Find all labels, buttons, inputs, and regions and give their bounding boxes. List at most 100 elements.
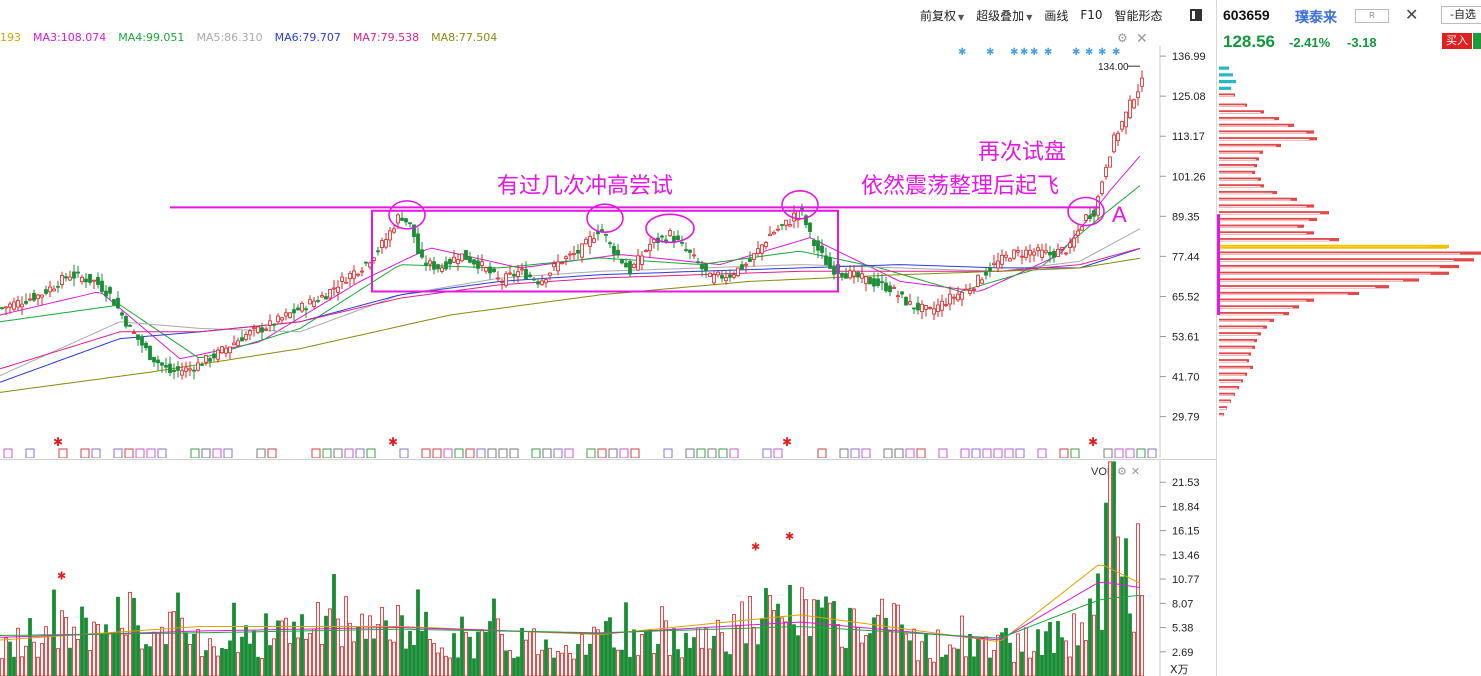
volume-bar [680, 657, 684, 676]
sell-button[interactable] [1473, 33, 1481, 49]
close-icon[interactable]: ✕ [1405, 7, 1419, 24]
candle-body [36, 294, 40, 299]
volume-bar [132, 597, 136, 676]
candle-body [608, 242, 612, 245]
candle-body [232, 342, 236, 346]
volume-bar [300, 614, 304, 676]
volume-bar [508, 650, 512, 676]
profile-bar [1219, 318, 1274, 322]
smart-pattern-button[interactable]: 智能形态 [1114, 8, 1163, 23]
event-marker [971, 448, 981, 458]
volume-bar [168, 611, 172, 676]
event-marker [707, 448, 717, 458]
stock-name[interactable]: 璞泰来 [1295, 10, 1337, 26]
profile-bar [1219, 285, 1389, 289]
volume-bar [1096, 573, 1100, 676]
profile-bar [1219, 365, 1253, 370]
candle-body [4, 306, 8, 309]
event-marker [1103, 448, 1113, 458]
candle-body [240, 337, 244, 342]
profile-bar-gap [1219, 394, 1234, 396]
candle-body [100, 280, 104, 292]
f10-button[interactable]: F10 [1080, 8, 1103, 22]
volume-bar [324, 615, 328, 676]
volume-bar [400, 615, 404, 676]
profile-bar-gap [1219, 280, 1403, 282]
candle-body [932, 308, 936, 315]
candle-body [1008, 258, 1012, 262]
volume-bar [116, 596, 120, 676]
profile-bar [1219, 123, 1294, 127]
candle-body [1056, 248, 1060, 257]
candle-body [404, 218, 408, 223]
candle-body [808, 222, 812, 232]
candle-body [136, 334, 140, 340]
profile-bar-gap [1219, 145, 1277, 147]
volume-bar [348, 622, 352, 676]
profile-bar [1219, 345, 1255, 349]
volume-bar [156, 632, 160, 676]
annotation-point-a: A [1112, 202, 1127, 227]
close-icon[interactable]: ✕ [1136, 30, 1148, 46]
volume-bar [1120, 576, 1124, 676]
candle-body [216, 349, 220, 360]
volume-bar [360, 613, 364, 676]
watchlist-button[interactable]: -自选 [1441, 6, 1481, 24]
candle-body [740, 264, 744, 270]
volume-bar [196, 629, 200, 676]
candle-body [744, 263, 748, 266]
volume-bar [1128, 613, 1132, 676]
candle-body [8, 303, 12, 308]
price-tick-label: 136.99 [1172, 51, 1206, 63]
close-icon[interactable]: ✕ [1130, 466, 1141, 478]
candle-body [96, 276, 100, 285]
volume-bar [548, 647, 552, 676]
event-star-icon: ✱ [1088, 435, 1098, 449]
candle-body [360, 270, 364, 273]
price-tick-label: 101.26 [1172, 171, 1206, 183]
settings-gear-icon[interactable]: ⚙ [1117, 31, 1128, 45]
volume-bar [708, 648, 712, 676]
layout-toggle-icon[interactable] [1190, 9, 1202, 21]
volume-ma-line [0, 594, 1141, 639]
candle-body [660, 235, 664, 238]
candle-body [260, 327, 264, 333]
volume-bar [332, 574, 336, 676]
draw-line-button[interactable]: 画线 [1044, 8, 1069, 23]
candle-body [1136, 91, 1140, 99]
volume-chart[interactable]: 21.53 18.84 16.15 13.46 10.77 8.07 5.38 2.69 X万 ✱… [0, 460, 1216, 676]
star-marker-icon: ✱ [986, 47, 994, 58]
highlight-circle [645, 213, 695, 244]
volume-bar [992, 650, 996, 676]
volume-bar [732, 614, 736, 676]
volume-bar [96, 624, 100, 676]
kline-chart[interactable]: 136.99 125.08 113.17 101.26 89.35 77.44 65.52 5… [0, 46, 1216, 458]
volume-bar [292, 621, 296, 676]
volume-bar [576, 643, 580, 676]
candle-body [308, 299, 312, 305]
rating-tag: R [1355, 9, 1389, 23]
profile-bar-gap [1219, 219, 1310, 221]
volume-bar [928, 658, 932, 676]
star-marker-icon: ✱ [958, 47, 966, 58]
profile-bar-gap [1219, 239, 1330, 241]
volume-bar [416, 589, 420, 676]
volume-bar [896, 604, 900, 676]
candle-body [324, 296, 328, 300]
event-marker [1004, 448, 1014, 458]
volume-bar [968, 634, 972, 676]
volume-bar [460, 616, 464, 676]
restore-rights-menu[interactable]: 前复权 ▼ [920, 7, 964, 24]
volume-bar [936, 629, 940, 676]
event-marker [1015, 448, 1025, 458]
chevron-down-icon: ▼ [1026, 12, 1033, 22]
volume-bar [24, 645, 28, 676]
profile-bar [1219, 278, 1419, 282]
candle-body [512, 273, 516, 277]
volume-bar [632, 629, 636, 676]
candle-body [76, 271, 80, 274]
super-overlay-menu[interactable]: 超级叠加 ▼ [976, 7, 1032, 24]
buy-button[interactable]: 买入 [1442, 33, 1472, 49]
volume-bar [824, 596, 828, 676]
settings-gear-icon[interactable]: ⚙ [1117, 466, 1127, 478]
